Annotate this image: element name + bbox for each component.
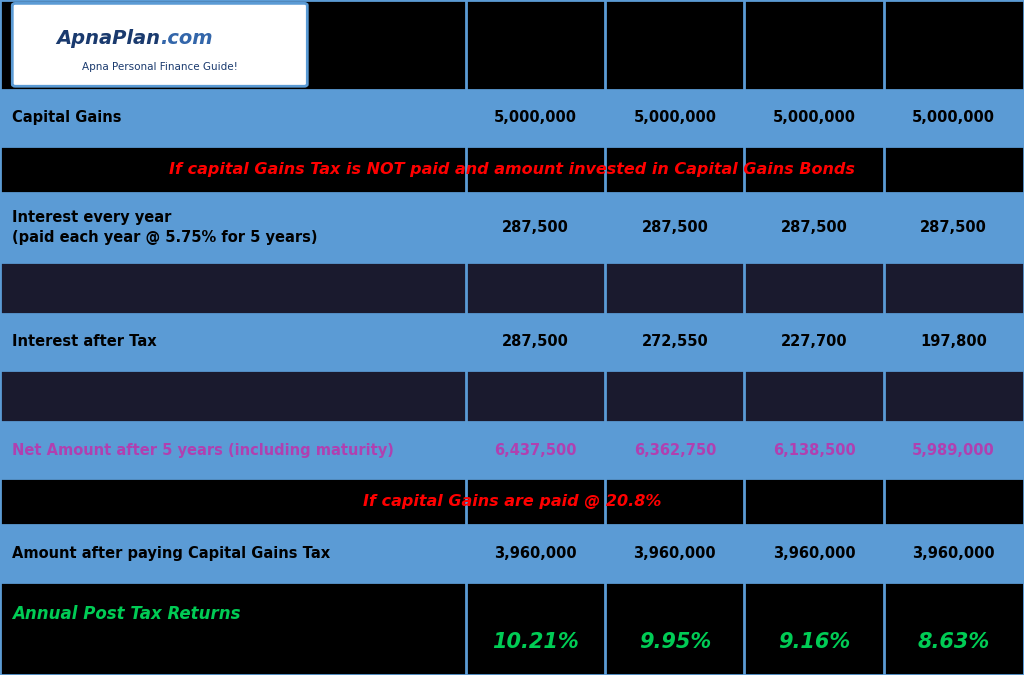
- Bar: [744, 582, 884, 675]
- Bar: [605, 0, 744, 90]
- Text: ApnaPlan: ApnaPlan: [55, 29, 160, 48]
- Bar: [0, 146, 1024, 193]
- Text: Annual Post Tax Returns: Annual Post Tax Returns: [12, 605, 241, 624]
- Bar: [466, 422, 605, 479]
- Text: Net Amount after 5 years (including maturity): Net Amount after 5 years (including matu…: [12, 443, 394, 458]
- Text: Interest every year
(paid each year @ 5.75% for 5 years): Interest every year (paid each year @ 5.…: [12, 210, 317, 245]
- Bar: [605, 582, 744, 675]
- Text: 10.21%: 10.21%: [493, 632, 579, 653]
- Text: If capital Gains Tax is NOT paid and amount invested in Capital Gains Bonds: If capital Gains Tax is NOT paid and amo…: [169, 162, 855, 177]
- Bar: [884, 422, 1023, 479]
- Bar: [0, 371, 1024, 422]
- Bar: [0, 262, 1024, 314]
- Bar: [744, 314, 884, 371]
- Bar: [884, 0, 1023, 90]
- Bar: [0, 314, 466, 371]
- Text: 8.63%: 8.63%: [918, 632, 989, 653]
- Bar: [605, 193, 744, 262]
- Text: 3,960,000: 3,960,000: [495, 546, 577, 561]
- Bar: [744, 90, 884, 146]
- Bar: [466, 193, 605, 262]
- Bar: [466, 525, 605, 582]
- Text: .com: .com: [160, 29, 212, 48]
- Bar: [0, 582, 466, 675]
- Text: Amount after paying Capital Gains Tax: Amount after paying Capital Gains Tax: [12, 546, 331, 561]
- Text: 5,989,000: 5,989,000: [912, 443, 994, 458]
- Text: 3,960,000: 3,960,000: [912, 546, 994, 561]
- Bar: [605, 90, 744, 146]
- Bar: [0, 193, 466, 262]
- Text: 5,000,000: 5,000,000: [772, 111, 856, 126]
- Text: 5,000,000: 5,000,000: [911, 111, 995, 126]
- Text: 5,000,000: 5,000,000: [494, 111, 578, 126]
- Text: Apna Personal Finance Guide!: Apna Personal Finance Guide!: [82, 62, 238, 72]
- Bar: [466, 0, 605, 90]
- Bar: [884, 582, 1023, 675]
- Text: 287,500: 287,500: [502, 220, 569, 235]
- Bar: [466, 90, 605, 146]
- Text: 287,500: 287,500: [780, 220, 848, 235]
- Bar: [884, 193, 1023, 262]
- Text: 6,362,750: 6,362,750: [634, 443, 716, 458]
- Text: 9.16%: 9.16%: [778, 632, 850, 653]
- Text: 287,500: 287,500: [920, 220, 987, 235]
- Bar: [0, 0, 1024, 90]
- FancyBboxPatch shape: [12, 3, 307, 86]
- Bar: [744, 0, 884, 90]
- Text: Interest after Tax: Interest after Tax: [12, 335, 157, 350]
- Bar: [605, 314, 744, 371]
- Text: 6,138,500: 6,138,500: [773, 443, 855, 458]
- Bar: [884, 525, 1023, 582]
- Bar: [744, 422, 884, 479]
- Bar: [0, 422, 466, 479]
- Bar: [466, 314, 605, 371]
- Text: 227,700: 227,700: [780, 335, 848, 350]
- Text: 272,550: 272,550: [641, 335, 709, 350]
- Text: 3,960,000: 3,960,000: [773, 546, 855, 561]
- Bar: [0, 479, 1024, 525]
- Text: If capital Gains are paid @ 20.8%: If capital Gains are paid @ 20.8%: [362, 495, 662, 510]
- Text: Capital Gains: Capital Gains: [12, 111, 122, 126]
- Text: 6,437,500: 6,437,500: [495, 443, 577, 458]
- Bar: [744, 193, 884, 262]
- Text: 5,000,000: 5,000,000: [633, 111, 717, 126]
- Text: 3,960,000: 3,960,000: [634, 546, 716, 561]
- Text: 197,800: 197,800: [920, 335, 987, 350]
- Bar: [0, 525, 466, 582]
- Text: 287,500: 287,500: [502, 335, 569, 350]
- Bar: [884, 314, 1023, 371]
- Bar: [605, 422, 744, 479]
- Text: 9.95%: 9.95%: [639, 632, 711, 653]
- Bar: [744, 525, 884, 582]
- Bar: [884, 90, 1023, 146]
- Bar: [0, 90, 466, 146]
- Text: 287,500: 287,500: [641, 220, 709, 235]
- Bar: [466, 582, 605, 675]
- Bar: [605, 525, 744, 582]
